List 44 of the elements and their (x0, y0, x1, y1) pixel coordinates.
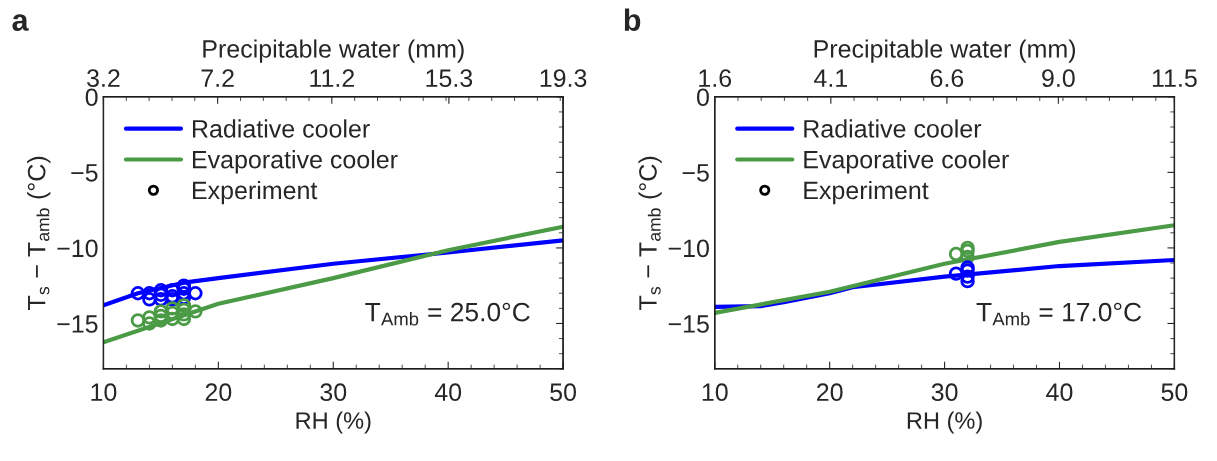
x2-tick-label: 11.5 (1152, 69, 1197, 88)
annotation: Experiment (193, 180, 318, 205)
x2-tick-label: 7.2 (201, 69, 234, 87)
y-tick-label: −5 (682, 164, 709, 182)
x2-tick-label: 3.2 (87, 69, 120, 88)
x-tick-label: 30 (931, 383, 958, 402)
x2-tick-label: 15.3 (426, 69, 473, 88)
y-tick-label: 0 (696, 88, 709, 107)
x-tick-label: 30 (320, 383, 347, 402)
x2-tick-label: 9.0 (1042, 69, 1075, 88)
x2-tick-label: 4.1 (814, 69, 847, 87)
annotation: T$_{Amb}$ = 17.0°C (976, 302, 1142, 326)
y-tick-label: −10 (57, 239, 98, 258)
y-tick-label: 0 (85, 88, 98, 107)
x-tick-label: 50 (550, 383, 577, 402)
x2-axis-title: Precipitable water (mm) (814, 39, 1076, 63)
x-tick-label: 50 (1161, 383, 1188, 402)
x2-tick-label: 19.3 (540, 69, 587, 88)
legend-label: Radiative cooler (804, 119, 982, 138)
y-tick-label: −5 (71, 164, 98, 182)
x-tick-label: 40 (434, 383, 462, 402)
x2-axis-title: Precipitable water (mm) (203, 39, 464, 63)
x-tick-label: 40 (1046, 383, 1073, 402)
x-tick-label: 10 (91, 383, 117, 402)
legend-label: Evaporative cooler (193, 150, 398, 174)
y-tick-label: −10 (668, 239, 709, 258)
x-tick-label: 10 (702, 383, 728, 402)
x2-tick-label: 11.2 (310, 69, 354, 87)
y-tick-label: −15 (57, 315, 98, 333)
x-tick-label: 20 (817, 383, 843, 402)
x2-tick-label: 1.6 (699, 69, 732, 88)
chart-title: a (12, 14, 29, 31)
x-axis-title: RH (%) (907, 411, 982, 434)
annotation: Experiment (804, 180, 929, 205)
legend-label: Radiative cooler (193, 119, 370, 138)
y-axis-title: T$_{s}$ − T$_{amb}$ (°C) (638, 156, 662, 310)
x-axis-title: RH (%) (296, 411, 371, 434)
x-tick-label: 20 (205, 383, 232, 402)
legend-label: Evaporative cooler (804, 150, 1009, 174)
chart-title: b (624, 8, 641, 31)
x2-tick-label: 6.6 (930, 69, 964, 88)
y-tick-label: −15 (668, 315, 709, 333)
annotation: T$_{Amb}$ = 25.0°C (365, 302, 530, 326)
y-axis-title: T$_{s}$ − T$_{amb}$ (°C) (27, 156, 51, 310)
